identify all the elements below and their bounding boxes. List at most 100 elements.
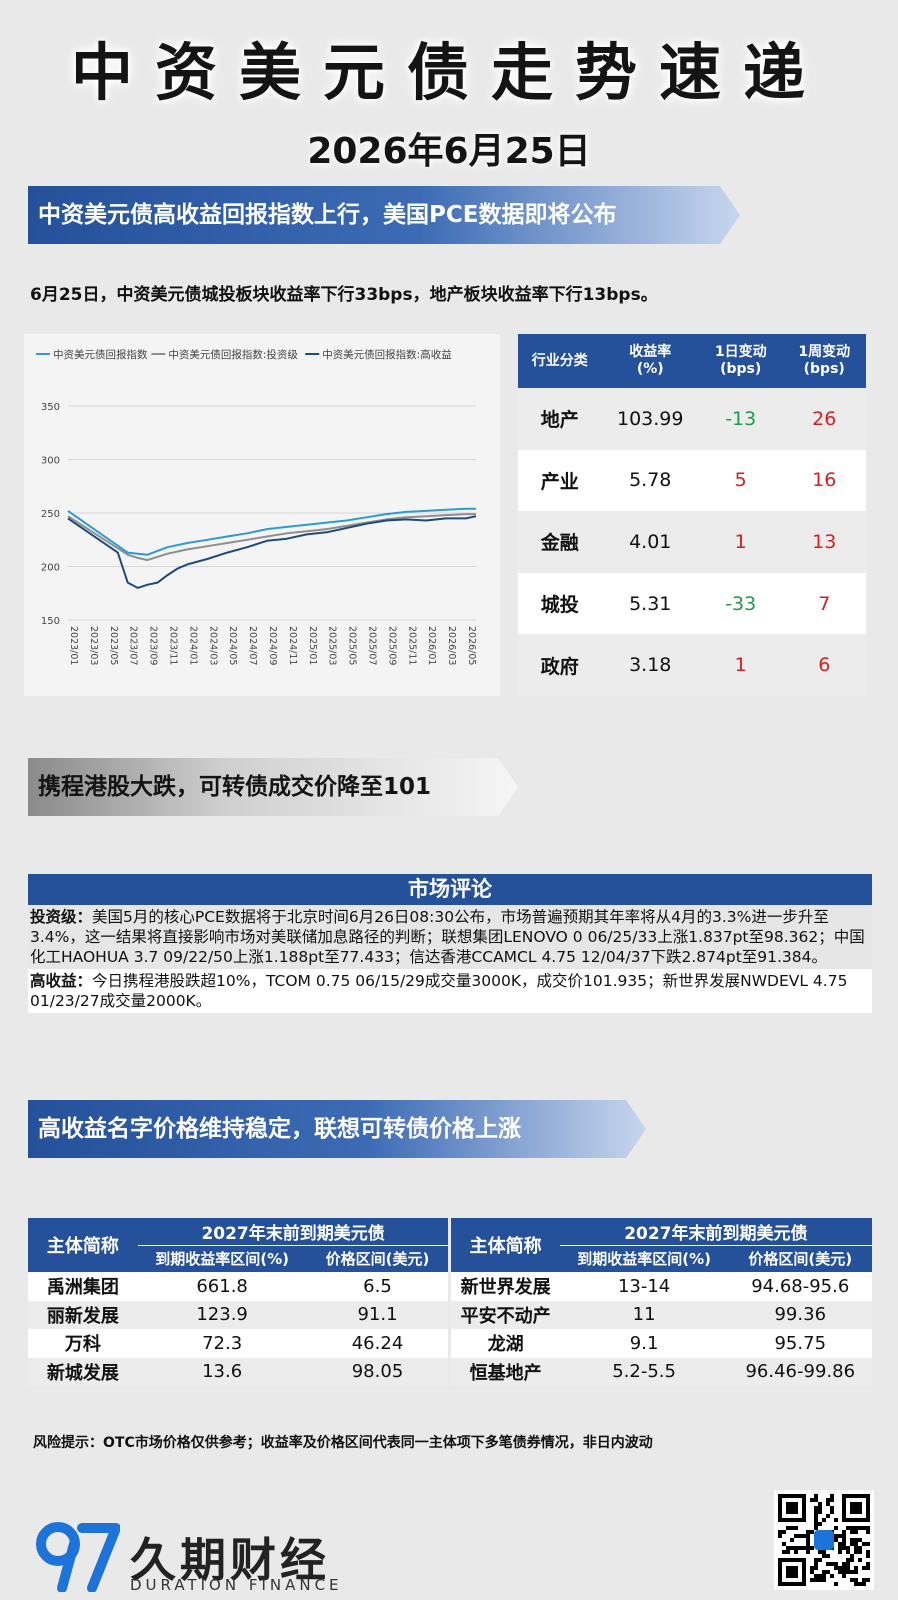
chart-x-tick: 2026/01	[426, 626, 437, 665]
bond-yield-range: 72.3	[137, 1329, 307, 1358]
section-banner-3: 高收益名字价格维持稳定，联想可转债价格上涨	[28, 1100, 646, 1158]
sector-change-1w: 26	[782, 388, 866, 450]
group-header-left: 2027年末前到期美元债	[137, 1218, 450, 1246]
sector-change-1d: 1	[698, 511, 783, 573]
price-header-right: 价格区间(美元)	[728, 1245, 872, 1272]
section-banner-2: 携程港股大跌，可转债成交价降至101	[28, 758, 518, 816]
chart-x-tick: 2024/07	[247, 626, 258, 665]
sector-change-1w: 13	[782, 511, 866, 573]
sector-change-1w: 16	[782, 449, 866, 512]
bond-entity-name: 丽新发展	[28, 1300, 138, 1329]
index-chart: 中资美元债回报指数 中资美元债回报指数:投资级 中资美元债回报指数:高收益 150 20…	[24, 334, 500, 696]
bond-row: 禹洲集团 661.8 6.5 新世界发展 13-14 94.68-95.6	[28, 1272, 872, 1301]
chart-series-line-2	[67, 513, 476, 562]
sector-change-1d: 1	[698, 634, 783, 696]
chart-legend-item: 中资美元债回报指数:高收益	[305, 348, 452, 361]
sector-name: 政府	[518, 634, 602, 696]
chart-y-tick: 300	[41, 456, 60, 467]
chart-x-tick: 2025/07	[367, 626, 378, 665]
ig-label: 投资级：	[30, 908, 93, 926]
sector-yield: 103.99	[601, 388, 699, 450]
chart-x-tick: 2026/05	[466, 626, 477, 665]
sector-row: 产业 5.78 5 16	[518, 449, 866, 512]
bond-entity-name: 新城发展	[28, 1357, 138, 1386]
sector-name: 地产	[518, 388, 602, 450]
comment-investment-grade: 投资级：美国5月的核心PCE数据将于北京时间6月26日08:30公布，市场普遍预…	[28, 905, 872, 969]
sector-yield-table: 行业分类 收益率 (%) 1日变动 (bps) 1周变动 (bps) 地产 103.99…	[518, 334, 866, 696]
section-banner-3-text: 高收益名字价格维持稳定，联想可转债价格上涨	[38, 1116, 521, 1142]
sector-yield: 5.31	[601, 572, 699, 635]
sector-yield: 4.01	[601, 511, 699, 573]
bond-price-range: 95.75	[728, 1329, 872, 1358]
bond-row: 丽新发展 123.9 91.1 平安不动产 11 99.36	[28, 1300, 872, 1329]
bond-entity-name: 禹洲集团	[28, 1272, 138, 1301]
bond-yield-range: 9.1	[559, 1329, 729, 1358]
sector-yield: 5.78	[601, 449, 699, 512]
bond-entity-name: 新世界发展	[448, 1272, 560, 1301]
logo-text-en: DURATION FINANCE	[130, 1576, 343, 1594]
chart-x-tick: 2024/11	[287, 626, 298, 665]
chart-x-tick: 2025/03	[327, 626, 338, 665]
duration-97-logo-icon	[36, 1522, 120, 1592]
chart-series-line-1	[67, 507, 476, 556]
sector-header-yield: 收益率 (%)	[601, 334, 699, 388]
sector-yield: 3.18	[601, 634, 699, 696]
bond-entity-name: 龙湖	[448, 1329, 560, 1358]
chart-x-tick: 2026/03	[446, 626, 457, 665]
chart-x-tick: 2025/01	[307, 626, 318, 665]
chart-x-tick: 2025/05	[347, 626, 358, 665]
market-comment-title: 市场评论	[28, 874, 872, 905]
bond-yield-range: 13.6	[137, 1357, 307, 1386]
chart-series-line-3	[67, 515, 477, 589]
sector-change-1d: 5	[698, 449, 783, 512]
sector-change-1w: 7	[782, 572, 866, 635]
hy-text: 今日携程港股跌超10%，TCOM 0.75 06/15/29成交量3000K，成…	[30, 972, 848, 1010]
chart-x-tick: 2023/07	[128, 626, 139, 665]
hy-label: 高收益：	[30, 972, 93, 990]
sector-row: 政府 3.18 1 6	[518, 634, 866, 696]
sector-header-d1: 1日变动 (bps)	[698, 334, 783, 388]
yield-header-left: 到期收益率区间(%)	[137, 1245, 307, 1272]
bond-row: 万科 72.3 46.24 龙湖 9.1 95.75	[28, 1329, 872, 1358]
comment-high-yield: 高收益：今日携程港股跌超10%，TCOM 0.75 06/15/29成交量300…	[28, 969, 872, 1013]
chart-x-tick: 2023/09	[148, 626, 159, 665]
chart-x-tick: 2024/03	[207, 626, 218, 665]
chart-x-tick: 2024/09	[267, 626, 278, 665]
yield-header-right: 到期收益率区间(%)	[559, 1245, 729, 1272]
section-banner-1-text: 中资美元债高收益回报指数上行，美国PCE数据即将公布	[38, 202, 617, 228]
bond-entity-name: 万科	[28, 1329, 138, 1358]
bond-price-range: 91.1	[306, 1300, 450, 1329]
chart-x-tick: 2023/03	[88, 626, 99, 665]
chart-x-tick: 2025/09	[386, 626, 397, 665]
chart-x-tick: 2025/11	[406, 626, 417, 665]
chart-x-tick: 2024/05	[227, 626, 238, 665]
sector-change-1d: -13	[698, 388, 783, 450]
sector-name: 城投	[518, 572, 602, 635]
chart-x-tick: 2024/01	[187, 626, 198, 665]
logo-text-cn: 久期财经	[130, 1533, 330, 1587]
sector-row: 金融 4.01 1 13	[518, 511, 866, 573]
svg-text:中资美元债回报指数:高收益: 中资美元债回报指数:高收益	[322, 348, 452, 361]
sector-change-1d: -33	[698, 572, 783, 635]
sector-table-header-row: 行业分类 收益率 (%) 1日变动 (bps) 1周变动 (bps)	[518, 334, 866, 388]
entity-header-right: 主体简称	[448, 1218, 560, 1272]
bond-price-range: 94.68-95.6	[728, 1272, 872, 1301]
chart-y-tick: 250	[41, 509, 60, 520]
bond-price-table: 主体简称 2027年末前到期美元债 主体简称 2027年末前到期美元债 到期收益…	[28, 1218, 872, 1386]
bond-price-range: 6.5	[306, 1272, 450, 1301]
chart-y-tick: 200	[41, 563, 60, 574]
bond-entity-name: 平安不动产	[448, 1300, 560, 1329]
market-comment: 市场评论 投资级：美国5月的核心PCE数据将于北京时间6月26日08:30公布，…	[28, 874, 872, 1013]
page-title: 中资美元债走势速递	[70, 36, 827, 109]
sector-row: 城投 5.31 -33 7	[518, 572, 866, 635]
bond-row: 新城发展 13.6 98.05 恒基地产 5.2-5.5 96.46-99.86	[28, 1357, 872, 1386]
bond-yield-range: 661.8	[137, 1272, 307, 1301]
ig-text: 美国5月的核心PCE数据将于北京时间6月26日08:30公布，市场普遍预期其年率…	[30, 908, 865, 966]
sector-row: 地产 103.99 -13 26	[518, 388, 866, 450]
bond-price-range: 98.05	[306, 1357, 450, 1386]
bond-price-range: 99.36	[728, 1300, 872, 1329]
sector-header-name: 行业分类	[518, 334, 602, 388]
sector-header-w1: 1周变动 (bps)	[782, 334, 866, 388]
bond-yield-range: 11	[559, 1300, 729, 1329]
chart-legend-item: 中资美元债回报指数:投资级	[151, 348, 298, 361]
